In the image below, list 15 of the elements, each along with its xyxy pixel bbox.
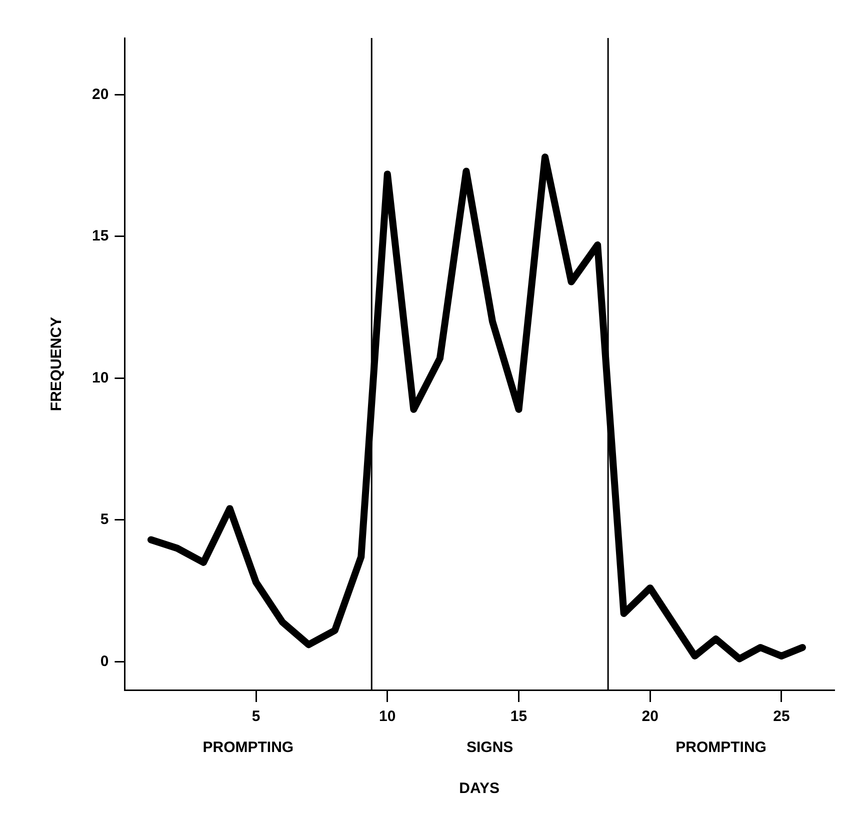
text: PROMPTING xyxy=(202,739,294,756)
x-tick-label: 10 xyxy=(379,708,396,726)
x-tick-label: 5 xyxy=(252,708,260,726)
y-tick-label: 15 xyxy=(92,228,109,245)
x-tick-label: 20 xyxy=(642,708,658,726)
x-tick-label: 15 xyxy=(510,708,528,726)
y-tick-label: 20 xyxy=(92,86,109,103)
y-tick-label: 5 xyxy=(100,511,109,528)
x-axis-title: DAYS xyxy=(459,780,500,798)
y-tick-label: 10 xyxy=(92,369,109,386)
text: PROMPTING xyxy=(676,739,766,756)
text: SIGNS xyxy=(466,739,514,756)
y-tick-label: 0 xyxy=(100,652,109,670)
y-axis-title: FREQUENCY xyxy=(48,316,66,412)
x-tick-label: 25 xyxy=(773,708,790,726)
